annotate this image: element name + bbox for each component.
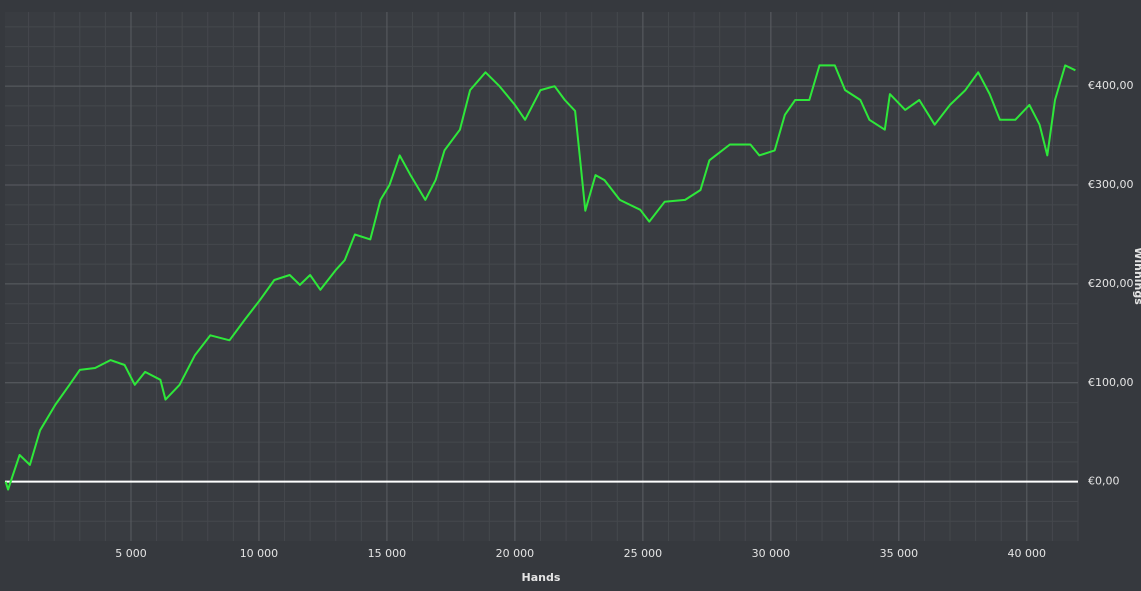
x-tick-label: 15 000 bbox=[368, 547, 407, 560]
y-axis-title: Winnings bbox=[1132, 247, 1141, 305]
y-tick-label: €400,00 bbox=[1088, 79, 1134, 92]
x-axis-title: Hands bbox=[522, 571, 561, 584]
y-tick-label: €200,00 bbox=[1088, 277, 1134, 290]
y-tick-label: €0,00 bbox=[1088, 475, 1120, 488]
x-tick-label: 30 000 bbox=[752, 547, 791, 560]
line-series bbox=[4, 64, 1076, 491]
y-tick-label: €100,00 bbox=[1088, 376, 1134, 389]
x-tick-label: 40 000 bbox=[1008, 547, 1047, 560]
x-tick-label: 5 000 bbox=[115, 547, 147, 560]
x-tick-label: 10 000 bbox=[240, 547, 279, 560]
x-tick-label: 25 000 bbox=[624, 547, 663, 560]
x-tick-label: 35 000 bbox=[880, 547, 919, 560]
x-tick-label: 20 000 bbox=[496, 547, 535, 560]
y-tick-label: €300,00 bbox=[1088, 178, 1134, 191]
